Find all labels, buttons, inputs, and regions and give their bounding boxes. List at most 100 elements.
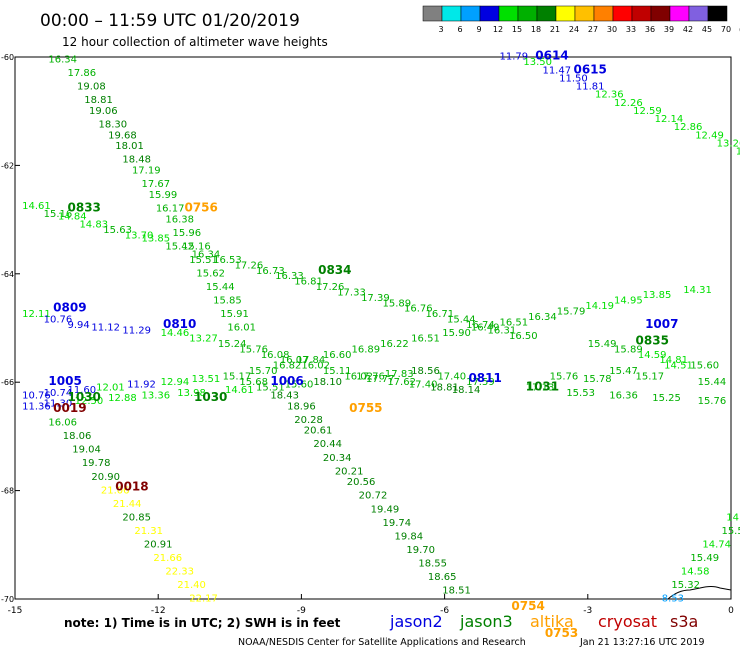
wave-height-value: 15.44 — [447, 315, 476, 326]
wave-height-value: 15.47 — [609, 366, 638, 377]
pass-time-label: 0614 — [535, 49, 568, 63]
wave-height-value: 17.62 — [387, 377, 416, 388]
chart-subtitle: 12 hour collection of altimeter wave hei… — [62, 35, 328, 49]
scale-tick-label: 36 — [645, 25, 655, 34]
x-tick-label: -12 — [151, 606, 166, 616]
wave-height-value: 19.49 — [371, 504, 400, 515]
coastline — [667, 586, 732, 600]
pass-time-label: 1030 — [194, 390, 227, 404]
wave-height-value: 15.11 — [323, 366, 352, 377]
scale-swatch — [479, 5, 500, 22]
wave-height-value: 16.34 — [48, 54, 77, 65]
wave-height-value: 14.46 — [161, 328, 190, 339]
scale-tick-label: 42 — [683, 25, 693, 34]
wave-height-value: 18.43 — [270, 390, 299, 401]
y-tick-label: -66 — [1, 378, 14, 387]
pass-time-label: 0756 — [184, 200, 217, 214]
wave-height-value: 17.77 — [366, 374, 395, 385]
pass-time-label: 0755 — [349, 401, 382, 415]
wave-height-value: 21.31 — [134, 526, 163, 537]
wave-height-value: 17.59 — [466, 377, 495, 388]
wave-height-value: 16.60 — [323, 350, 352, 361]
scale-swatch — [707, 5, 728, 22]
wave-height-value: 15.44 — [206, 282, 235, 293]
pass-time-label: 0809 — [53, 301, 86, 315]
wave-height-value: 20.56 — [347, 477, 376, 488]
wave-height-value: 12.94 — [161, 377, 190, 388]
wave-height-value: 18.56 — [411, 366, 440, 377]
wave-height-value: 13.70 — [125, 231, 154, 242]
wave-height-value: 13.27 — [189, 334, 218, 345]
wave-height-value: 12.59 — [633, 106, 662, 117]
wave-height-value: 20.72 — [359, 491, 388, 502]
wave-height-value: 15.24 — [218, 339, 247, 350]
wave-height-value: 19.04 — [72, 445, 101, 456]
wave-height-value: 19.06 — [89, 106, 118, 117]
satellite-legend: jason2 jason3 altika cryosat s3a — [389, 612, 698, 631]
wave-height-value: 18.01 — [115, 141, 144, 152]
wave-height-value: 17.84 — [297, 355, 326, 366]
scale-swatch — [669, 5, 690, 22]
scale-tick-label: 24 — [569, 25, 579, 34]
wave-height-value: 16.50 — [509, 331, 538, 342]
wave-height-value: 11.60 — [68, 385, 97, 396]
wave-height-value: 15.51 — [256, 382, 285, 393]
time-labels: 0614 0615 0833 0756 0834 0809 0810 1006 1007 0835… — [48, 49, 678, 640]
wave-height-value: 13.26 — [717, 138, 740, 149]
pass-time-label: 1030 — [68, 390, 101, 404]
wave-height-value: 21.06 — [101, 485, 130, 496]
pass-time-label: 0811 — [468, 371, 501, 385]
footnote: note: 1) Time is in UTC; 2) SWH is in fe… — [64, 616, 341, 630]
wave-height-value: 17.40 — [437, 371, 466, 382]
scale-tick-label: 9 — [476, 25, 481, 34]
wave-height-value: 18.51 — [442, 586, 471, 597]
scale-tick-label: 12 — [493, 25, 503, 34]
wave-height-value: 16.33 — [275, 271, 304, 282]
wave-height-value: 15.32 — [671, 580, 700, 591]
wave-height-value: 15.16 — [182, 241, 211, 252]
wave-height-value: 15.89 — [614, 344, 643, 355]
wave-height-value: 16.34 — [528, 312, 557, 323]
chart-title: 00:00 – 11:59 UTC 01/20/2019 — [40, 11, 300, 31]
scale-swatch — [650, 5, 671, 22]
wave-height-value: 15.49 — [690, 553, 719, 564]
pass-time-label: 1031 — [526, 379, 559, 393]
wave-height-value: 14.58 — [681, 567, 710, 578]
wave-height-value: 15.63 — [103, 225, 132, 236]
scale-tick-label: 6 — [457, 25, 462, 34]
wave-height-value: 15.60 — [285, 380, 314, 391]
wave-height-value: 11.12 — [91, 323, 120, 334]
satellite-legend-s3a: s3a — [670, 612, 698, 631]
scale-swatch — [498, 5, 519, 22]
wave-height-value: 16.02 — [301, 361, 330, 372]
wave-height-value: 18.65 — [428, 572, 457, 583]
wave-height-value: 11.92 — [127, 380, 156, 391]
wave-height-value: 13.85 — [141, 233, 170, 244]
scale-swatch — [688, 5, 709, 22]
scale-swatch — [555, 5, 576, 22]
wave-height-value: 15.17 — [636, 371, 665, 382]
satellite-legend-altika: altika — [530, 612, 574, 631]
wave-height-value: 12.11 — [22, 309, 51, 320]
x-tick-label: -6 — [440, 606, 449, 616]
satellite-legend-jason3: jason3 — [459, 612, 513, 631]
wave-height-value: 16.73 — [256, 266, 285, 277]
wave-height-value: 20.28 — [294, 415, 323, 426]
wave-height-value: 11.79 — [499, 52, 528, 63]
scale-swatch — [422, 5, 443, 22]
wave-height-value: 19.78 — [82, 458, 111, 469]
wave-height-value: 14.59 — [638, 350, 667, 361]
wave-height-value: 16.36 — [609, 390, 638, 401]
y-tick-label: -64 — [1, 270, 14, 279]
scale-tick-label: 39 — [664, 25, 674, 34]
wave-height-value: 16.38 — [165, 214, 194, 225]
axis-ticks: -15 -12 -9 -6 -3 0 -60 -62 -64 -66 -68 -70 — [1, 53, 734, 616]
wave-height-value: 15.51 — [189, 255, 218, 266]
scale-swatch — [517, 5, 538, 22]
wave-height-value: 14.95 — [614, 296, 643, 307]
wave-height-value: 16.07 — [280, 355, 309, 366]
wave-height-value: 16.51 — [411, 334, 440, 345]
wave-height-value: 21.44 — [113, 499, 142, 510]
pass-time-label: 0615 — [573, 62, 606, 76]
